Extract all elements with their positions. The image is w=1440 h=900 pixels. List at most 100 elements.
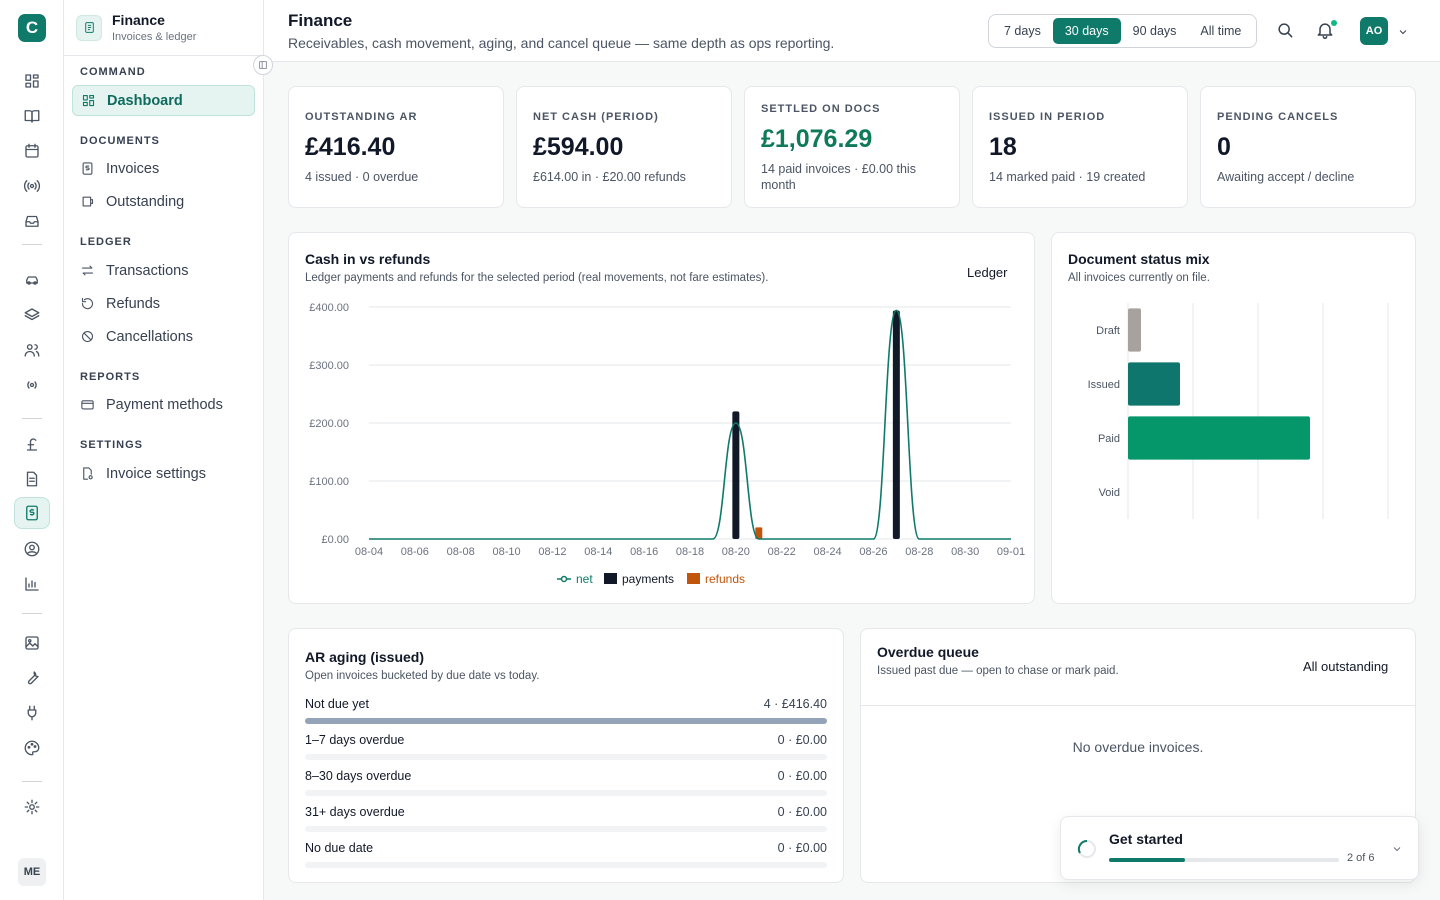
legend-refunds-label[interactable]: refunds: [705, 572, 745, 586]
calendar-icon[interactable]: [14, 135, 50, 167]
status-bar: [1128, 308, 1141, 352]
aging-label: Not due yet: [305, 697, 369, 711]
x-tick-label: 08-14: [584, 546, 612, 558]
signal-icon[interactable]: [14, 369, 50, 401]
sidebar-subtitle: Invoices & ledger: [112, 31, 197, 43]
notification-dot: [1331, 20, 1337, 26]
empty-state: No overdue invoices.: [1072, 739, 1204, 755]
sidebar-item-dashboard[interactable]: Dashboard: [72, 85, 255, 116]
sidebar-item-transactions[interactable]: Transactions: [72, 255, 255, 286]
status-category-label: Issued: [1088, 379, 1120, 391]
plug-icon[interactable]: [14, 697, 50, 729]
account-avatar[interactable]: AO: [1360, 17, 1388, 45]
user-circle-icon[interactable]: [14, 533, 50, 565]
legend-net-label[interactable]: net: [576, 572, 593, 586]
bar-chart-icon[interactable]: [14, 568, 50, 600]
kpi-sub: 14 paid invoices · £0.00 this month: [761, 162, 916, 192]
kpi-sub: 14 marked paid · 19 created: [989, 170, 1146, 184]
sidebar-item-invoices[interactable]: Invoices: [72, 153, 255, 184]
gear-icon[interactable]: [14, 791, 50, 823]
kpi-value: £1,076.29: [761, 125, 873, 153]
app-logo[interactable]: C: [18, 14, 46, 42]
sidebar-item-cancellations[interactable]: Cancellations: [72, 321, 255, 352]
all-outstanding-link[interactable]: All outstanding: [1303, 659, 1389, 674]
y-tick-label: £400.00: [309, 302, 349, 314]
y-tick-label: £300.00: [309, 360, 349, 372]
status-category-label: Draft: [1096, 325, 1120, 337]
x-tick-label: 08-22: [768, 546, 796, 558]
book-icon[interactable]: [14, 100, 50, 132]
chevron-down-icon[interactable]: [1397, 25, 1409, 43]
x-tick-label: 08-30: [951, 546, 979, 558]
kpi-card-pending-cancels: PENDING CANCELS 0 Awaiting accept / decl…: [1200, 86, 1416, 208]
user-avatar[interactable]: ME: [18, 858, 46, 886]
kpi-sub: £614.00 in · £20.00 refunds: [533, 170, 686, 184]
x-tick-label: 08-28: [905, 546, 933, 558]
range-90-days[interactable]: 90 days: [1132, 24, 1177, 38]
sidebar-item-label: Cancellations: [106, 328, 194, 345]
palette-icon[interactable]: [14, 732, 50, 764]
range-all-time[interactable]: All time: [1200, 24, 1242, 38]
invoice-icon: [76, 14, 102, 41]
top-bar: Finance Receivables, cash movement, agin…: [264, 0, 1440, 62]
aging-label: 8–30 days overdue: [305, 769, 412, 783]
get-started-panel[interactable]: Get started 2 of 6: [1060, 816, 1419, 880]
status-category-label: Void: [1099, 487, 1120, 499]
kpi-value: £594.00: [533, 133, 624, 161]
range-30-days[interactable]: 30 days: [1052, 18, 1121, 44]
dashboard-icon[interactable]: [14, 65, 50, 97]
document-icon[interactable]: [14, 463, 50, 495]
x-tick-label: 08-04: [355, 546, 383, 558]
ledger-link[interactable]: Ledger: [967, 265, 1008, 280]
payments-bar: [892, 310, 900, 539]
users-icon[interactable]: [14, 334, 50, 366]
cash-chart-title: Cash in vs refunds: [305, 251, 431, 267]
bell-icon[interactable]: [1315, 20, 1337, 42]
wrench-icon[interactable]: [14, 662, 50, 694]
sidebar-item-label: Refunds: [106, 295, 161, 312]
aging-bar: [305, 862, 827, 868]
aging-value: 0 · £0.00: [777, 841, 827, 855]
sidebar-item-outstanding[interactable]: Outstanding: [72, 186, 255, 217]
ar-aging-card: AR aging (issued) Open invoices bucketed…: [288, 628, 844, 883]
sidebar-item-label: Invoices: [106, 160, 160, 177]
chevron-down-icon[interactable]: [1391, 843, 1403, 855]
cash-chart-subtitle: Ledger payments and refunds for the sele…: [305, 272, 769, 284]
aging-bar: [305, 826, 827, 832]
pound-icon[interactable]: [14, 428, 50, 460]
sidebar-title: Finance: [112, 12, 165, 28]
collapse-sidebar-button[interactable]: [253, 55, 273, 75]
x-tick-label: 08-26: [859, 546, 887, 558]
sidebar-item-label: Dashboard: [107, 92, 183, 109]
x-tick-label: 08-12: [538, 546, 566, 558]
cash-chart-card: Cash in vs refunds Ledger payments and r…: [288, 232, 1035, 604]
sidebar-item-refunds[interactable]: Refunds: [72, 288, 255, 319]
kpi-label: PENDING CANCELS: [1217, 111, 1339, 123]
kpi-label: OUTSTANDING AR: [305, 111, 418, 123]
range-selector: 7 days 30 days 90 days All time: [988, 14, 1258, 48]
kpi-value: 0: [1217, 133, 1231, 161]
section-ledger: LEDGER: [80, 236, 132, 248]
legend-refunds-swatch: [687, 573, 700, 584]
broadcast-icon[interactable]: [14, 170, 50, 202]
range-7-days[interactable]: 7 days: [1004, 24, 1041, 38]
sidebar-item-label: Payment methods: [106, 396, 223, 413]
inbox-icon[interactable]: [14, 205, 50, 237]
kpi-card-net-cash: NET CASH (PERIOD) £594.00 £614.00 in · £…: [516, 86, 732, 208]
search-icon[interactable]: [1275, 20, 1297, 42]
sidebar-item-invoice-settings[interactable]: Invoice settings: [72, 458, 255, 489]
kpi-sub: Awaiting accept / decline: [1217, 170, 1355, 184]
invoice-icon[interactable]: [14, 497, 50, 529]
car-icon[interactable]: [14, 264, 50, 296]
status-bar: [1128, 416, 1310, 460]
y-tick-label: £100.00: [309, 476, 349, 488]
sidebar-item-payment-methods[interactable]: Payment methods: [72, 389, 255, 420]
section-settings: SETTINGS: [80, 439, 144, 451]
image-icon[interactable]: [14, 627, 50, 659]
x-tick-label: 09-01: [997, 546, 1025, 558]
legend-payments-label[interactable]: payments: [622, 572, 674, 586]
sidebar-header: Finance Invoices & ledger: [64, 0, 263, 56]
x-tick-label: 08-08: [447, 546, 475, 558]
layers-icon[interactable]: [14, 299, 50, 331]
aging-bar: [305, 718, 827, 724]
